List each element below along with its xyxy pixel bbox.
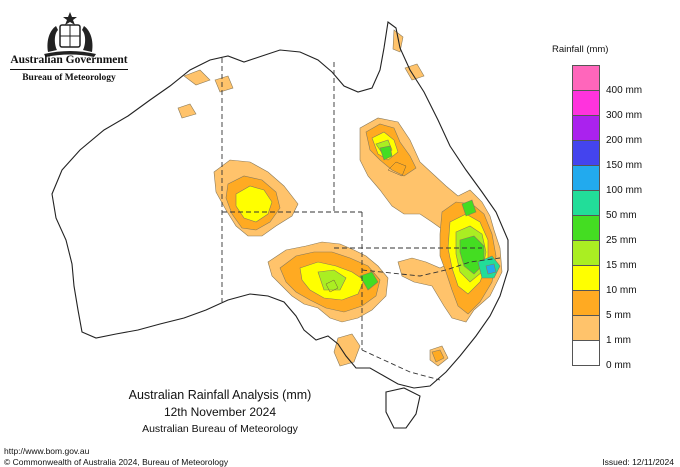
legend-label: 15 mm: [606, 260, 637, 271]
state-borders: [221, 58, 501, 381]
rain-area-cape-york: [392, 29, 404, 53]
rain-25mm-sa: [359, 271, 379, 291]
legend-label: 150 mm: [606, 160, 643, 171]
map-date: 12th November 2024: [163, 405, 277, 419]
map-source: Australian Bureau of Meteorology: [142, 423, 298, 435]
rain-25mm-nsw: [459, 235, 485, 275]
legend-swatch: [572, 240, 600, 266]
legend-label: 400 mm: [606, 85, 643, 96]
legend-swatch: [572, 65, 600, 91]
legend-title: Rainfall (mm): [552, 44, 609, 55]
website-link[interactable]: http://www.bom.gov.au: [4, 446, 90, 456]
rain-25mm-qld: [379, 145, 393, 161]
map-title-block: Australian Rainfall Analysis (mm) 12th N…: [120, 388, 320, 435]
legend-swatch: [572, 265, 600, 291]
legend-swatch: [572, 90, 600, 116]
legend-label: 0 mm: [606, 360, 631, 371]
rain-area-wa-kimberley: [177, 103, 197, 119]
agency-name: Bureau of Meteorology: [22, 73, 116, 83]
legend-swatch: [572, 190, 600, 216]
rainfall-legend: [572, 65, 600, 366]
legend-label: 25 mm: [606, 235, 637, 246]
rain-25mm-nsw-north: [461, 199, 477, 217]
coastline: [51, 21, 509, 429]
legend-label: 50 mm: [606, 210, 637, 221]
rain-area-nt-north: [183, 69, 211, 86]
rainfall-shading: [177, 29, 503, 367]
rain-area-nt-north2: [214, 75, 234, 93]
legend-swatch: [572, 165, 600, 191]
legend-label: 10 mm: [606, 285, 637, 296]
rain-area-vic-west: [333, 333, 361, 367]
copyright-text: © Commonwealth of Australia 2024, Bureau…: [4, 457, 229, 467]
legend-label: 100 mm: [606, 185, 643, 196]
legend-swatch: [572, 140, 600, 166]
government-name: Australian Government: [10, 54, 128, 66]
legend-swatch: [572, 215, 600, 241]
branding-divider: [10, 69, 128, 70]
commonwealth-coat-of-arms-icon: [44, 12, 96, 57]
rain-15mm-sa: [317, 269, 347, 291]
issued-date: Issued: 12/11/2024: [602, 457, 674, 467]
legend-swatch: [572, 290, 600, 316]
map-title: Australian Rainfall Analysis (mm): [128, 388, 312, 402]
legend-swatch: [572, 340, 600, 366]
rain-5mm-vic: [431, 349, 445, 363]
legend-label: 1 mm: [606, 335, 631, 346]
legend-label: 200 mm: [606, 135, 643, 146]
legend-swatch: [572, 315, 600, 341]
legend-label: 5 mm: [606, 310, 631, 321]
rain-100mm-nsw: [485, 263, 497, 275]
legend-swatch: [572, 115, 600, 141]
legend-label: 300 mm: [606, 110, 643, 121]
rain-10mm-nt: [235, 185, 273, 223]
government-branding: Australian Government Bureau of Meteorol…: [6, 10, 132, 83]
rain-area-qld-north: [404, 63, 425, 81]
rain-contours: [325, 161, 407, 293]
tasmania: [385, 387, 421, 429]
